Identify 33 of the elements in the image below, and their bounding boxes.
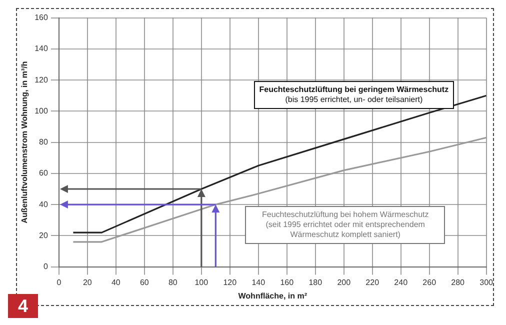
x-tick-label: 120: [223, 278, 238, 287]
x-tick-label: 180: [308, 278, 323, 287]
x-tick-label: 200: [337, 278, 352, 287]
y-tick-label: 120: [34, 75, 48, 84]
text: 4: [8, 294, 38, 318]
x-tick-label: 220: [366, 278, 380, 287]
x-tick-label: 20: [82, 278, 92, 287]
note-box: Feuchteschutzlüftung bei hohem Wärmeschutz (seit 1995 errichtet oder mit entsprechendem Wärmeschutz komplett saniert): [245, 206, 446, 244]
x-tick-label: 260: [422, 278, 437, 287]
x-tick-label: 100: [194, 278, 209, 287]
y-tick-label: 60: [39, 168, 48, 178]
x-tick-label: 80: [168, 278, 178, 287]
x-tick-label: 240: [394, 278, 408, 287]
x-tick-label: 140: [252, 278, 266, 287]
y-tick-label: 40: [39, 200, 48, 209]
annotation: (seit 1995 errichtet oder mit entsprechendem Wärmeschutz komplett saniert): [264, 220, 426, 240]
annotation: (bis 1995 errichtet, un- oder teilsaniert): [284, 95, 424, 106]
y-tick-label: 140: [34, 44, 48, 54]
series-label: Feuchteschutzlüftung bei geringem Wärmeschutz: [258, 85, 450, 96]
note-box: Feuchteschutzlüftung bei geringem Wärmeschutz (bis 1995 errichtet, un- oder teilsaniert): [254, 81, 454, 110]
x-tick-label: 60: [140, 278, 150, 287]
y-tick-label: 100: [34, 106, 48, 116]
y-tick-label: 0: [43, 262, 48, 272]
x-tick-label: 300: [480, 278, 494, 287]
x-tick-label: 0: [56, 278, 62, 287]
x-tick-label: 40: [111, 278, 121, 287]
y-axis-title: Außenluftvolumenstrom Wohnung, in m³/h: [20, 61, 30, 224]
x-tick-label: 160: [280, 278, 294, 287]
y-tick-label: 80: [39, 138, 48, 147]
y-tick-label: 20: [39, 230, 48, 240]
x-axis-title: Wohnfläche, in m²: [238, 291, 308, 300]
y-tick-label: 160: [34, 13, 48, 22]
x-tick-label: 280: [451, 278, 466, 287]
